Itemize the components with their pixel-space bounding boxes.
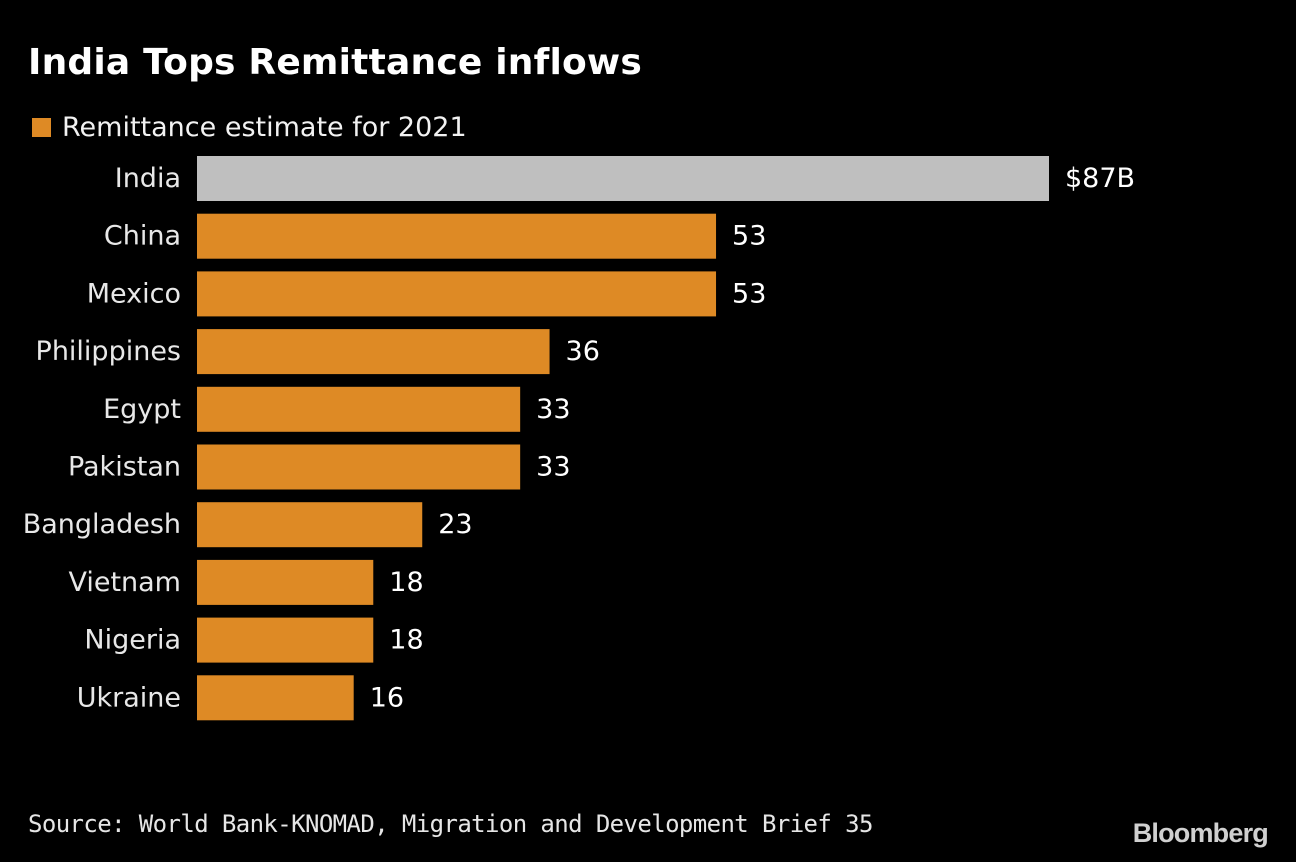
legend-swatch	[32, 117, 51, 137]
value-label-india: $87B	[1065, 163, 1135, 194]
bar-vietnam	[197, 559, 374, 605]
bar-nigeria	[197, 617, 374, 663]
legend-label: Remittance estimate for 2021	[62, 111, 467, 143]
chart-title: India Tops Remittance inflows	[28, 42, 643, 83]
bar-mexico	[197, 271, 717, 317]
category-label-mexico: Mexico	[87, 278, 181, 309]
bar-india	[197, 156, 1049, 201]
value-label-bangladesh: 23	[438, 509, 472, 540]
category-label-pakistan: Pakistan	[68, 452, 181, 483]
value-label-nigeria: 18	[389, 625, 423, 656]
category-label-nigeria: Nigeria	[84, 625, 181, 656]
source-note: Source: World Bank-KNOMAD, Migration and…	[28, 810, 873, 838]
value-label-mexico: 53	[732, 278, 766, 309]
category-label-india: India	[115, 163, 181, 194]
bar-philippines	[197, 329, 550, 375]
category-label-ukraine: Ukraine	[77, 682, 181, 713]
bar-egypt	[197, 386, 521, 432]
value-label-china: 53	[732, 221, 766, 252]
bar-china	[197, 213, 717, 259]
bar-ukraine	[197, 675, 354, 721]
value-label-vietnam: 18	[389, 567, 423, 598]
value-label-ukraine: 16	[370, 682, 404, 713]
category-label-bangladesh: Bangladesh	[23, 509, 181, 540]
value-label-philippines: 36	[566, 336, 600, 367]
value-label-egypt: 33	[536, 394, 570, 425]
category-label-china: China	[104, 221, 181, 252]
bloomberg-logo: Bloomberg	[1132, 818, 1269, 848]
category-label-philippines: Philippines	[36, 336, 181, 367]
chart-legend: Remittance estimate for 2021	[32, 110, 467, 144]
bar-pakistan	[197, 444, 521, 490]
value-label-pakistan: 33	[536, 452, 570, 483]
category-label-egypt: Egypt	[103, 394, 181, 425]
category-label-vietnam: Vietnam	[68, 567, 181, 598]
bar-bangladesh	[197, 502, 423, 548]
